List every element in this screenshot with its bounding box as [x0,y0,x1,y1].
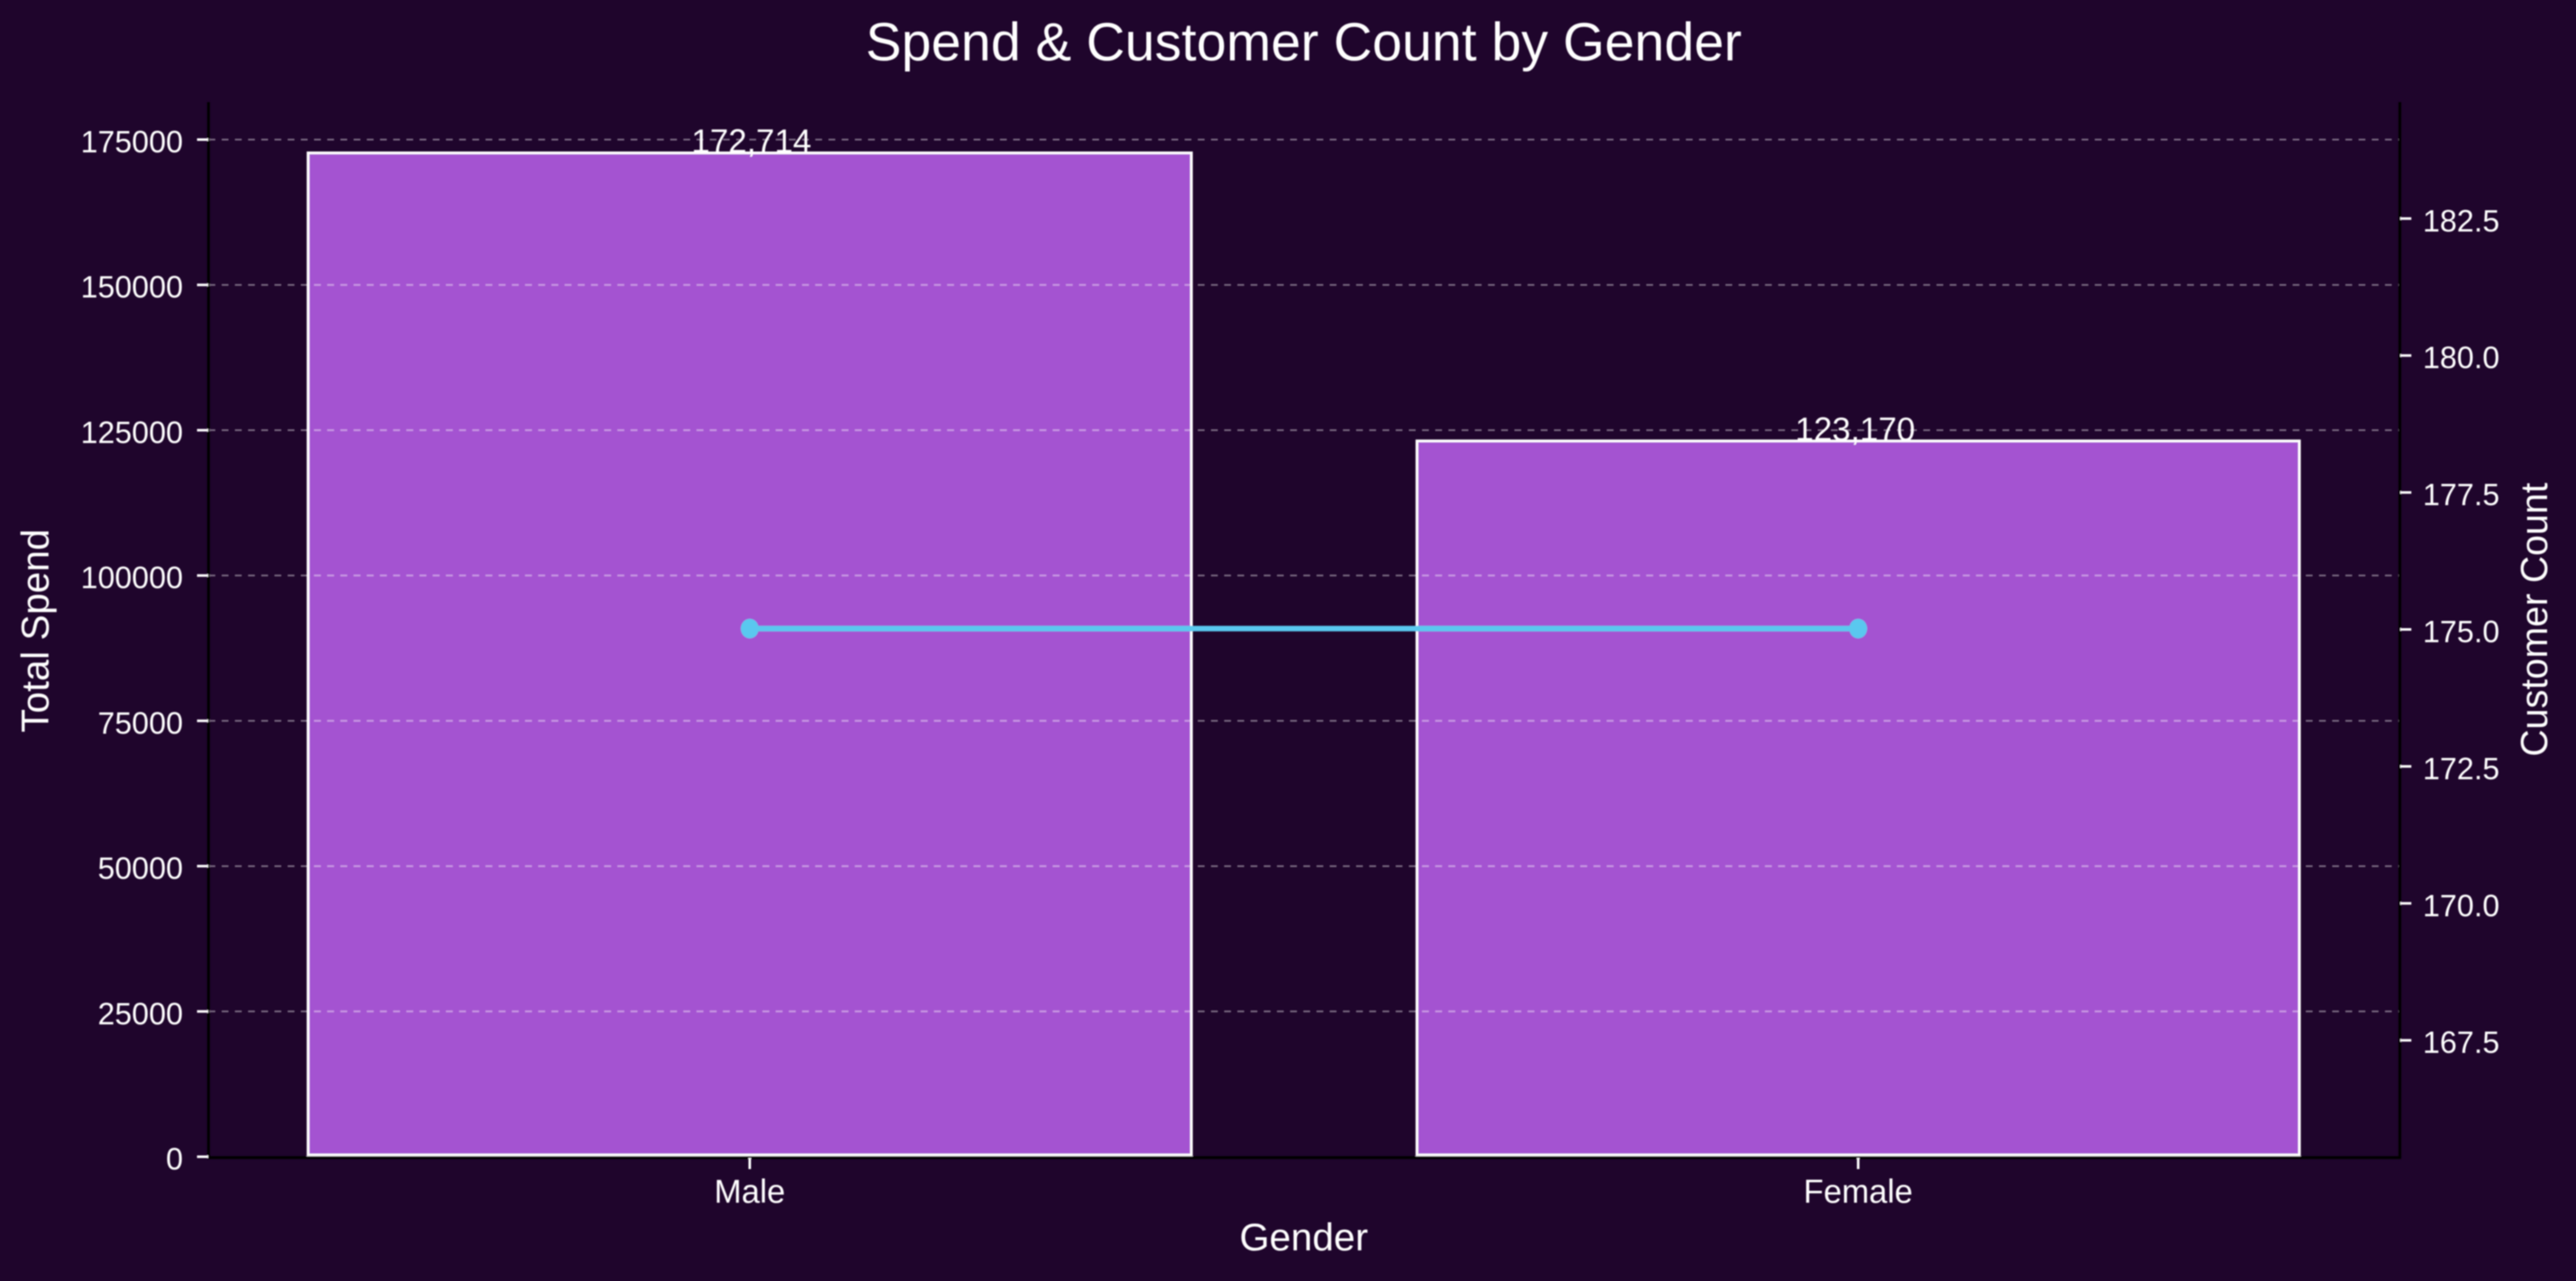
svg-text:Male: Male [714,1174,785,1210]
svg-text:175000: 175000 [81,124,183,159]
svg-text:Customer Count: Customer Count [2514,483,2556,757]
svg-text:170.0: 170.0 [2423,888,2499,923]
svg-text:50000: 50000 [98,851,183,886]
svg-text:172,714: 172,714 [692,123,812,160]
svg-text:Spend & Customer Count by Gend: Spend & Customer Count by Gender [865,13,1742,72]
svg-text:25000: 25000 [98,996,183,1031]
svg-text:Female: Female [1803,1174,1912,1210]
svg-text:180.0: 180.0 [2423,340,2499,375]
svg-text:125000: 125000 [81,415,183,449]
svg-text:Gender: Gender [1239,1215,1368,1259]
svg-text:172.5: 172.5 [2423,751,2499,786]
svg-text:167.5: 167.5 [2423,1025,2499,1060]
svg-text:150000: 150000 [81,270,183,305]
svg-text:Total Spend: Total Spend [14,529,57,732]
svg-text:100000: 100000 [81,560,183,595]
svg-text:0: 0 [166,1141,183,1176]
svg-text:175.0: 175.0 [2423,615,2499,649]
svg-text:123,170: 123,170 [1796,412,1916,449]
svg-text:177.5: 177.5 [2423,478,2499,512]
svg-text:75000: 75000 [98,706,183,741]
svg-text:182.5: 182.5 [2423,203,2499,238]
